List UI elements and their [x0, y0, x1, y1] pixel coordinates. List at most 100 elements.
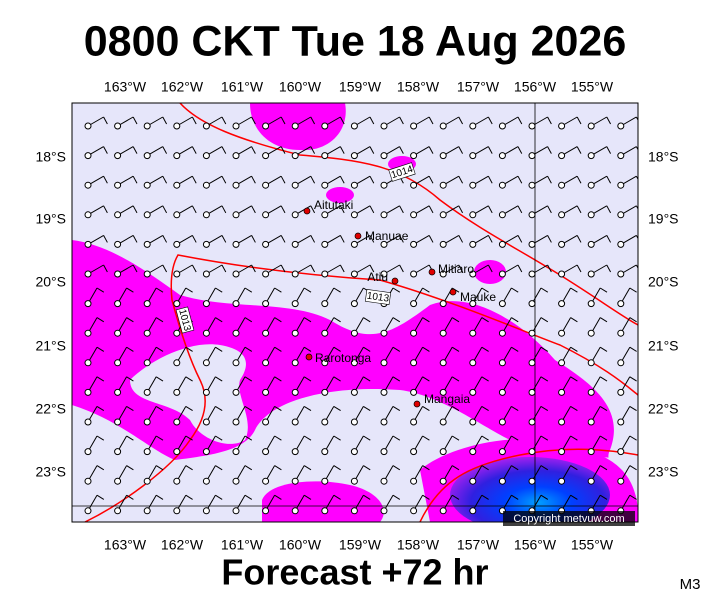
barb-feather [451, 465, 460, 471]
station [143, 507, 151, 515]
station [291, 477, 299, 485]
station [350, 388, 358, 396]
lon-label: 156°W [514, 537, 557, 553]
barb-feather [451, 346, 460, 352]
barb-feather [215, 376, 223, 382]
barb-feather [185, 287, 193, 293]
barb-feather [103, 175, 108, 184]
station [498, 211, 506, 219]
barb-feather [162, 205, 168, 214]
barb-feather [185, 465, 193, 471]
barb-feather [547, 175, 552, 184]
barb-feather [155, 287, 164, 293]
station [84, 181, 92, 189]
station [439, 507, 447, 515]
station [232, 388, 240, 396]
barb-feather [185, 376, 193, 382]
barb-feather [481, 405, 489, 412]
station [262, 477, 270, 485]
station [262, 418, 270, 426]
barb-feather [635, 116, 638, 122]
station [232, 418, 240, 426]
station [173, 152, 181, 160]
barb-feather [576, 116, 582, 125]
barb-feather [547, 264, 552, 273]
station [410, 418, 418, 426]
station [291, 122, 299, 130]
station [262, 152, 270, 160]
station [232, 507, 240, 515]
barb-feather [629, 317, 637, 323]
station [380, 211, 388, 219]
lat-label: 20°S [648, 274, 679, 290]
barb-feather [570, 376, 578, 382]
station [439, 211, 447, 219]
barb-feather [635, 235, 638, 240]
station [410, 507, 418, 515]
barb-feather [333, 317, 341, 323]
station [380, 418, 388, 426]
barb-feather [215, 494, 223, 500]
station [291, 270, 299, 278]
station [410, 240, 418, 248]
barb-feather [369, 205, 375, 214]
barb-feather [103, 146, 108, 154]
place-name: Aitutaki [314, 198, 353, 212]
barb-feather [191, 205, 197, 214]
station [173, 418, 181, 426]
barb-feather [274, 494, 282, 500]
barb-feather [570, 287, 578, 293]
station [143, 270, 151, 278]
station [617, 152, 625, 160]
station [232, 270, 240, 278]
station [587, 359, 595, 367]
barb-feather [244, 376, 253, 382]
barb-feather [96, 465, 105, 471]
barb-feather [399, 235, 404, 243]
station [498, 240, 506, 248]
barb-feather [103, 235, 108, 243]
station [558, 270, 566, 278]
station [262, 359, 270, 367]
station [439, 300, 447, 308]
station [143, 477, 151, 485]
lon-label: 155°W [571, 537, 614, 553]
barb-feather [244, 317, 253, 323]
station [498, 300, 506, 308]
station [262, 507, 270, 515]
lon-label: 161°W [221, 537, 264, 553]
barb-feather [303, 435, 312, 441]
station [528, 240, 536, 248]
copyright-box [503, 511, 635, 526]
station [202, 329, 210, 337]
station [350, 329, 358, 337]
barb-feather [185, 405, 193, 412]
station [262, 211, 270, 219]
station [528, 211, 536, 219]
barb-feather [155, 317, 164, 323]
barb-feather [303, 405, 312, 412]
barb-feather [517, 116, 523, 125]
station [143, 122, 151, 130]
station [114, 211, 122, 219]
station [173, 240, 181, 248]
station [617, 477, 625, 485]
lat-label: 19°S [35, 211, 66, 227]
station [380, 477, 388, 485]
barb-feather [487, 205, 493, 214]
barb-feather [451, 494, 460, 500]
station [173, 448, 181, 456]
lon-label: 160°W [279, 79, 322, 95]
barb-feather [629, 494, 637, 500]
barb-feather [126, 465, 134, 471]
station [202, 181, 210, 189]
place-name: Manuae [365, 229, 409, 243]
station [321, 507, 329, 515]
station [321, 181, 329, 189]
barb-feather [303, 376, 312, 382]
barb-feather [339, 146, 345, 154]
barb-feather [96, 435, 105, 441]
station [173, 388, 181, 396]
barb-feather [103, 205, 108, 214]
